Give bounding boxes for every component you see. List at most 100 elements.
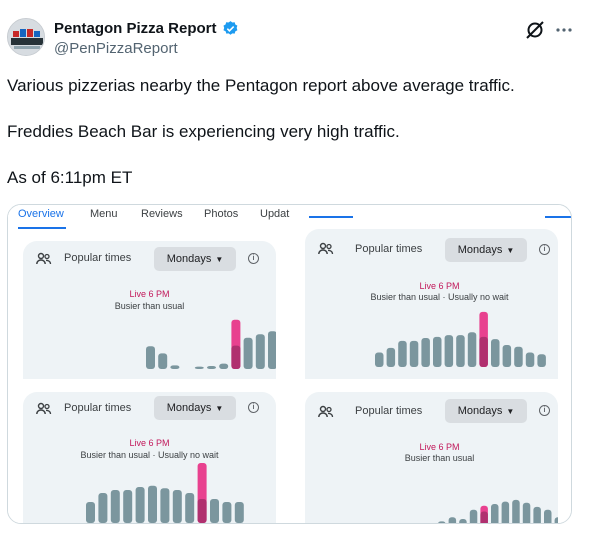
busy-status: Busier than usual · Usually no wait — [370, 292, 509, 302]
live-bar-usual — [197, 499, 207, 523]
media-image-4[interactable]: Popular times Mondays ▼ i Live 6 PM Busie… — [291, 380, 571, 523]
hour-bar — [554, 517, 558, 523]
day-selector: Mondays ▼ — [154, 247, 236, 271]
grok-icon[interactable] — [525, 20, 545, 40]
hour-bar — [98, 493, 108, 523]
live-label: Live 6 PM — [129, 289, 170, 299]
hour-bar — [135, 487, 145, 523]
popular-times-label: Popular times — [64, 252, 132, 264]
info-icon: i — [539, 244, 550, 255]
hour-bar — [194, 366, 204, 369]
tab-overview: Overview — [18, 208, 64, 220]
hour-bar — [544, 509, 552, 523]
media-divider — [290, 205, 291, 523]
hour-bar — [160, 488, 170, 523]
people-icon — [36, 402, 52, 415]
active-tab-indicator — [18, 227, 66, 229]
more-icon[interactable] — [555, 21, 573, 39]
hour-bar — [398, 340, 407, 367]
tweet-line: Various pizzerias nearby the Pentagon re… — [7, 76, 515, 95]
hour-bar — [444, 335, 454, 367]
hour-bar — [86, 502, 95, 523]
hour-bar — [421, 338, 430, 367]
author-name[interactable]: Pentagon Pizza Report — [54, 20, 239, 37]
maps-tabs: Overview Menu Reviews Photos Updat — [8, 205, 290, 229]
hour-bar — [525, 352, 535, 367]
author-handle[interactable]: @PenPizzaReport — [54, 40, 178, 57]
hour-bar — [433, 336, 442, 367]
live-bar-usual — [480, 511, 488, 523]
live-label: Live 6 PM — [129, 438, 170, 448]
day-selector-label: Mondays — [457, 244, 503, 256]
hour-bar — [158, 353, 168, 369]
hour-bar — [467, 332, 477, 367]
tweet-line: As of 6:11pm ET — [7, 168, 133, 187]
popular-times-card: Popular times Mondays ▼ i Live 6 PM Busie… — [23, 392, 276, 523]
hour-bar — [222, 502, 232, 523]
tab-reviews: Reviews — [141, 208, 183, 220]
hour-bar — [170, 365, 180, 369]
media-image-2[interactable]: Popular times Mondays ▼ i Live 6 PM Busie… — [291, 205, 571, 379]
hour-bar — [243, 337, 253, 369]
tweet-text: Various pizzerias nearby the Pentagon re… — [7, 74, 597, 189]
popular-times-chart — [86, 463, 244, 523]
media-grid[interactable]: Overview Menu Reviews Photos Updat Popul… — [7, 204, 572, 524]
popular-times-chart — [375, 311, 546, 367]
media-image-1[interactable]: Overview Menu Reviews Photos Updat Popul… — [8, 205, 290, 379]
pentagon-logo-icon — [8, 19, 44, 55]
tab-menu: Menu — [90, 208, 118, 220]
media-image-3[interactable]: Popular times Mondays ▼ i Live 6 PM Busie… — [8, 380, 290, 523]
verified-badge-icon — [222, 20, 239, 37]
hour-bar — [110, 490, 120, 523]
busy-status: Busier than usual — [404, 453, 475, 463]
people-icon — [318, 242, 334, 255]
day-selector: Mondays ▼ — [154, 396, 236, 420]
hour-bar — [438, 521, 446, 523]
info-icon: i — [539, 405, 550, 416]
hour-bar — [514, 346, 523, 367]
active-tab-indicator — [545, 216, 571, 218]
live-bar-usual — [231, 345, 241, 369]
people-icon — [318, 405, 334, 418]
hour-bar — [375, 352, 384, 367]
hour-bar — [219, 363, 229, 369]
live-bar-usual — [479, 336, 488, 367]
day-selector-label: Mondays — [166, 253, 212, 265]
tab-updates: Updat — [260, 208, 290, 220]
active-tab-indicator — [309, 216, 353, 218]
day-selector-label: Mondays — [457, 405, 503, 417]
hour-bar — [533, 506, 541, 523]
hour-bar — [501, 501, 510, 523]
avatar[interactable] — [7, 18, 45, 56]
popular-times-card: Popular times Mondays ▼ i Live 6 PM Busie… — [305, 392, 558, 523]
busy-status: Busier than usual — [114, 301, 185, 311]
hour-bar — [537, 354, 546, 367]
hour-bar — [148, 485, 157, 523]
popular-times-label: Popular times — [355, 243, 423, 255]
info-icon: i — [248, 253, 259, 264]
popular-times-label: Popular times — [355, 405, 423, 417]
info-icon: i — [248, 402, 259, 413]
popular-times-chart — [438, 499, 558, 523]
caret-down-icon: ▼ — [506, 406, 515, 416]
tab-photos: Photos — [204, 208, 239, 220]
day-selector-label: Mondays — [166, 402, 212, 414]
hour-bar — [522, 502, 531, 523]
hour-bar — [207, 366, 216, 369]
popular-times-card: Popular times Mondays ▼ i Live 6 PM Busie… — [305, 229, 558, 379]
caret-down-icon: ▼ — [215, 254, 224, 264]
hour-bar — [123, 490, 133, 523]
live-label: Live 6 PM — [419, 281, 460, 291]
author-name-text[interactable]: Pentagon Pizza Report — [54, 20, 217, 37]
hour-bar — [172, 490, 182, 523]
caret-down-icon: ▼ — [506, 245, 515, 255]
hour-bar — [469, 509, 478, 523]
hour-bar — [459, 519, 467, 523]
media-divider — [8, 379, 571, 380]
hour-bar — [146, 346, 155, 369]
hour-bar — [185, 493, 195, 523]
hour-bar — [255, 334, 265, 369]
hour-bar — [234, 502, 244, 523]
hour-bar — [448, 517, 457, 523]
hour-bar — [502, 344, 512, 367]
